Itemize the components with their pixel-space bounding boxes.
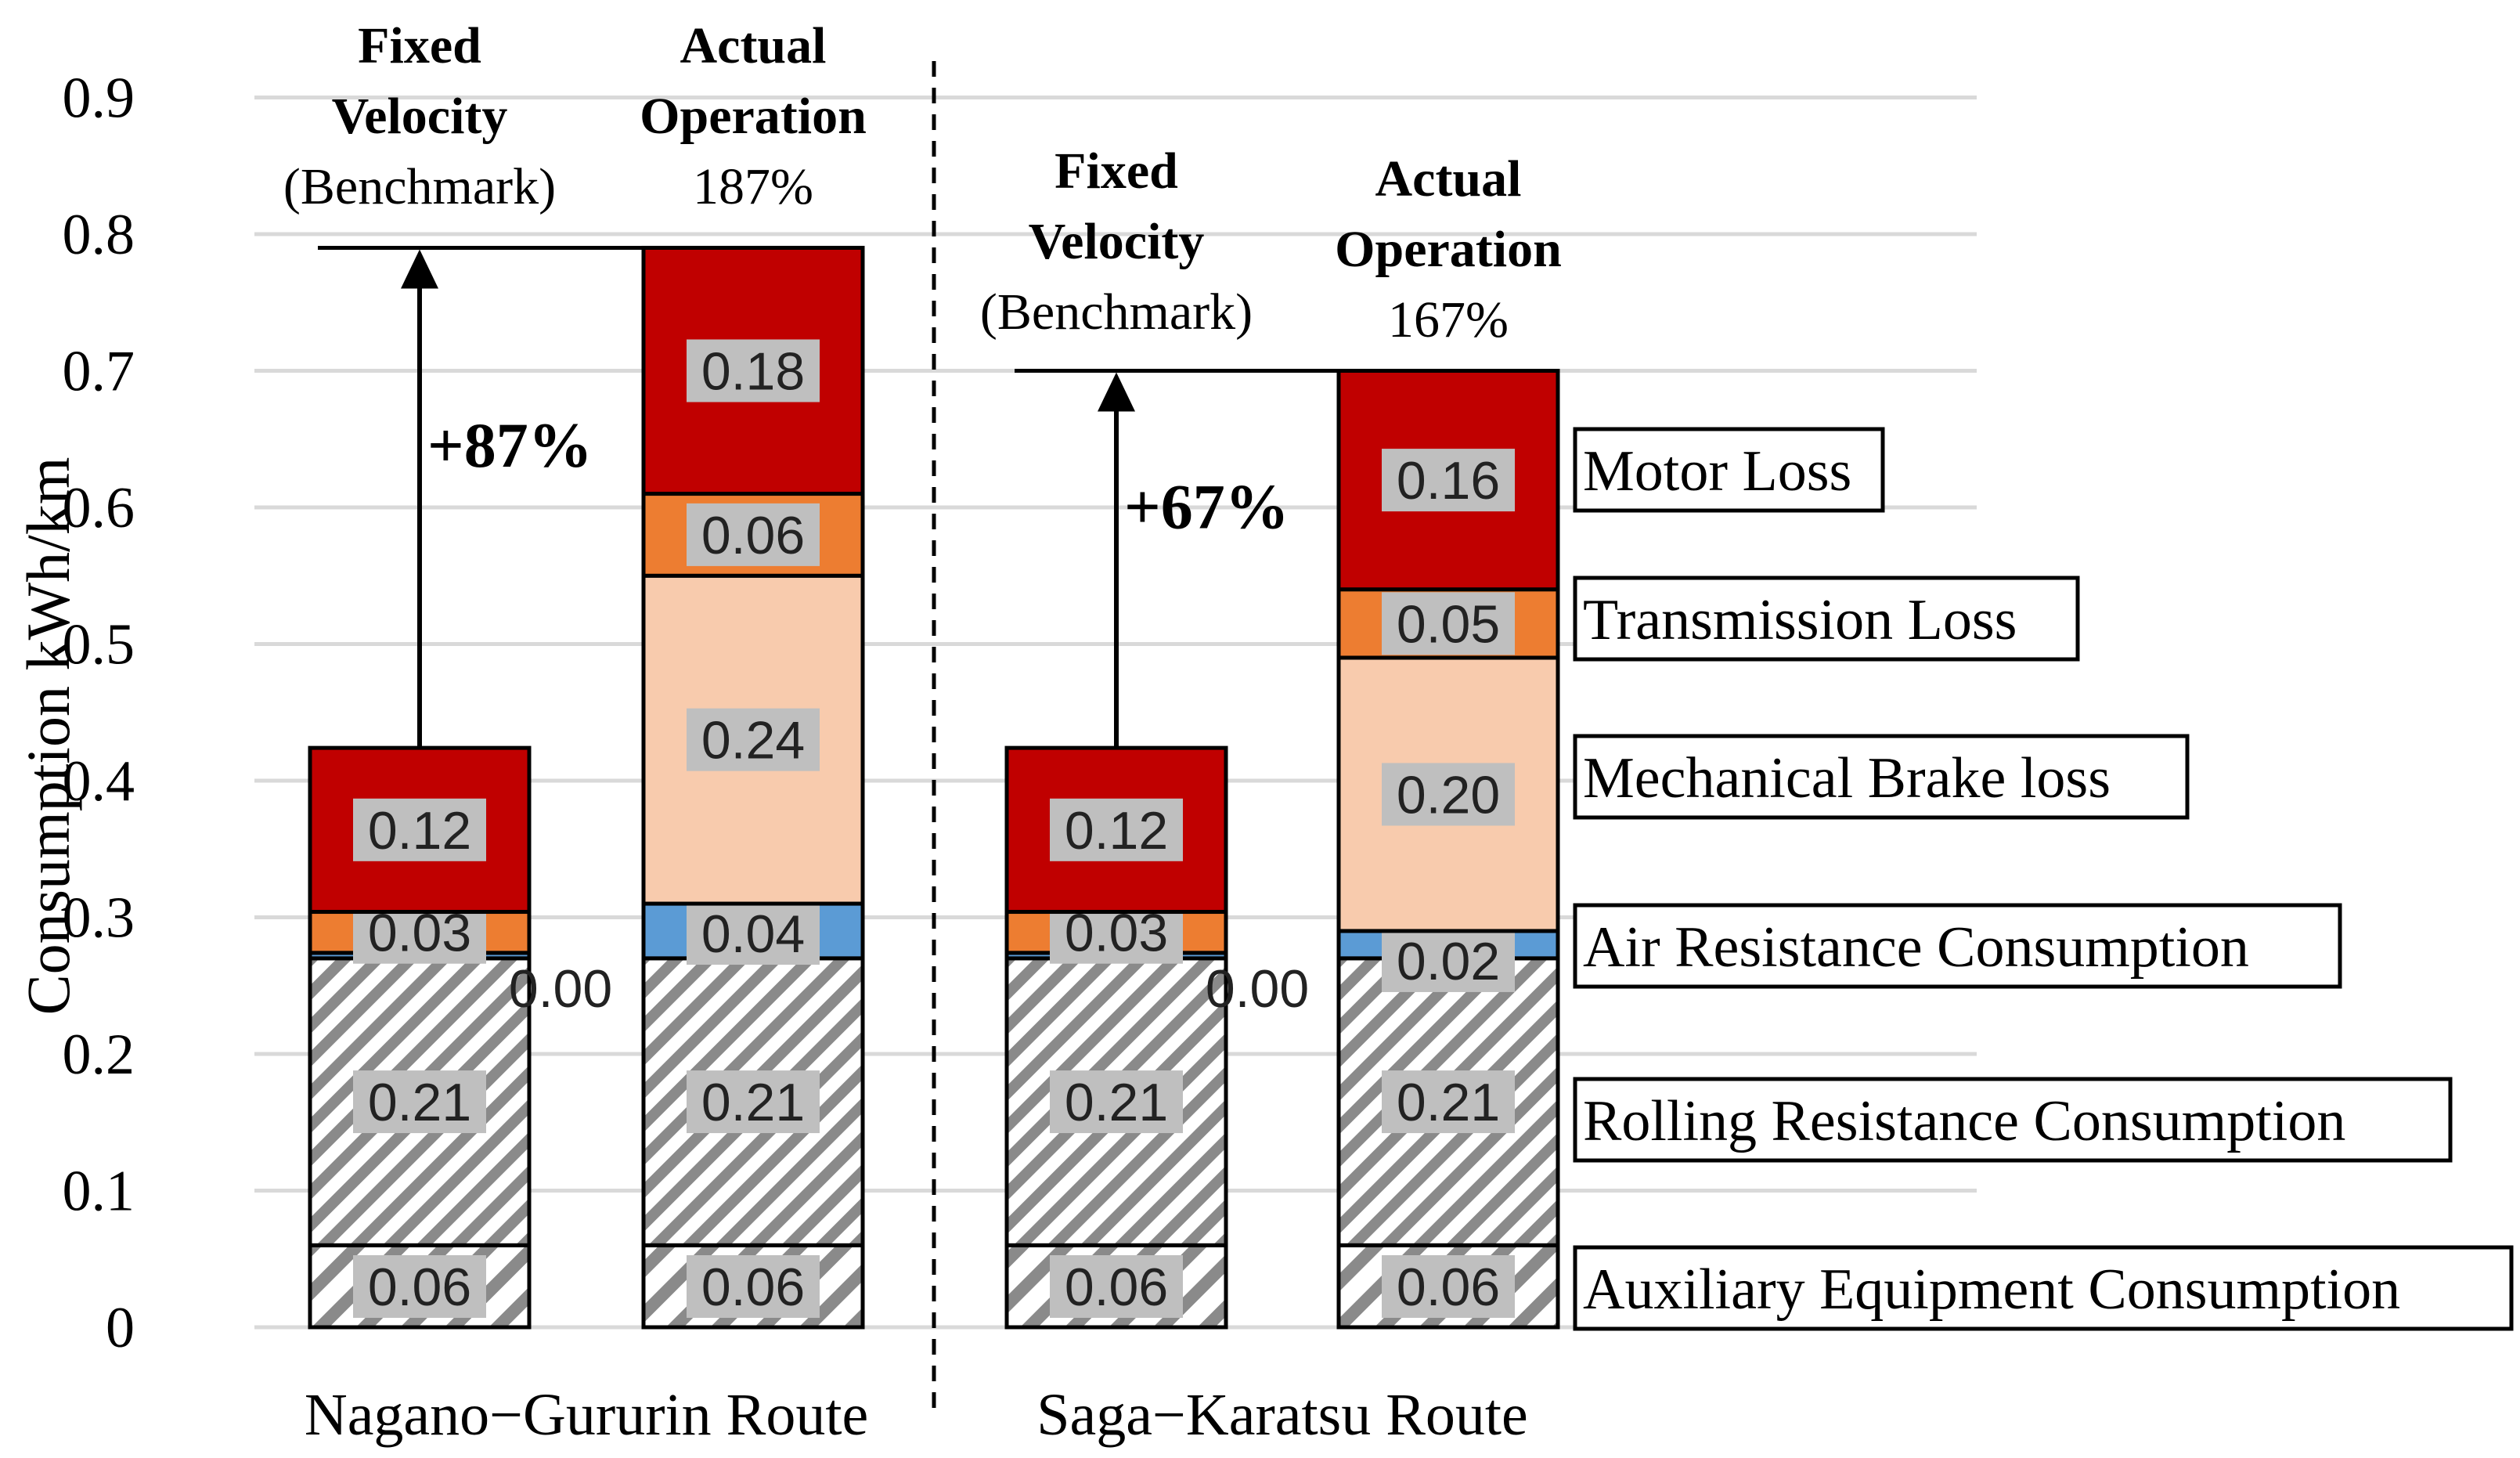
y-tick-label: 0.8 bbox=[63, 203, 135, 267]
legend-label-transmission: Transmission Loss bbox=[1583, 588, 2017, 652]
data-label-air: 0.00 bbox=[1206, 959, 1309, 1019]
increase-arrowhead bbox=[401, 249, 438, 289]
data-label-box bbox=[687, 1255, 820, 1318]
legend-box bbox=[1573, 734, 2190, 820]
y-tick-label: 0.6 bbox=[63, 476, 135, 540]
legend-label-motor: Motor Loss bbox=[1583, 439, 1851, 503]
data-label-box bbox=[1382, 1070, 1515, 1134]
data-label-brake: 0.20 bbox=[1397, 765, 1500, 825]
data-label-motor: 0.16 bbox=[1397, 451, 1500, 511]
data-label-box bbox=[687, 1070, 820, 1134]
data-label-brake: 0.24 bbox=[701, 711, 805, 771]
legend-box bbox=[1573, 1245, 2514, 1331]
data-label-motor: 0.12 bbox=[368, 801, 471, 861]
data-label-box bbox=[1050, 1070, 1183, 1134]
data-label-motor: 0.12 bbox=[1065, 801, 1168, 861]
data-label-box bbox=[1382, 592, 1515, 655]
data-label-transmission: 0.06 bbox=[701, 506, 805, 565]
data-label-box bbox=[1382, 449, 1515, 512]
legend-label-air: Air Resistance Consumption bbox=[1583, 915, 2249, 980]
data-label-box bbox=[1050, 798, 1183, 861]
y-tick-label: 0.9 bbox=[63, 67, 135, 131]
legend-label-auxiliary: Auxiliary Equipment Consumption bbox=[1583, 1258, 2400, 1322]
x-category-label: Saga−Karatsu Route bbox=[1036, 1382, 1527, 1448]
x-category-label: Nagano−Gururin Route bbox=[305, 1382, 868, 1448]
data-label-box bbox=[1382, 929, 1515, 992]
bar-header-line2: Velocity bbox=[332, 88, 508, 145]
data-label-air: 0.00 bbox=[509, 959, 612, 1019]
data-label-box bbox=[687, 339, 820, 402]
bar-header-percent: 167% bbox=[1388, 291, 1509, 348]
legend: Motor Loss Transmission Loss Mechanical Br… bbox=[1573, 427, 2514, 1331]
bar-segment-rolling bbox=[1336, 956, 1560, 1247]
data-label-rolling: 0.21 bbox=[1065, 1073, 1168, 1132]
data-label-rolling: 0.21 bbox=[1397, 1073, 1500, 1132]
data-label-box bbox=[687, 902, 820, 965]
y-tick-label: 0.4 bbox=[63, 749, 135, 814]
data-label-box bbox=[353, 1070, 486, 1134]
y-tick-label: 0.2 bbox=[63, 1023, 135, 1087]
y-tick-label: 0.3 bbox=[63, 886, 135, 951]
data-label-air: 0.04 bbox=[701, 904, 805, 964]
y-tick-label: 0.1 bbox=[63, 1160, 135, 1224]
data-label-rolling: 0.21 bbox=[368, 1073, 471, 1132]
data-label-box bbox=[687, 708, 820, 771]
bar-header-benchmark: (Benchmark) bbox=[283, 158, 556, 215]
data-label-auxiliary: 0.06 bbox=[1065, 1258, 1168, 1317]
annotations: Fixed Velocity (Benchmark) Actual Operation 1… bbox=[283, 17, 1562, 1448]
data-label-box bbox=[1050, 1255, 1183, 1318]
legend-box bbox=[1573, 1077, 2453, 1163]
data-label-auxiliary: 0.06 bbox=[368, 1258, 471, 1317]
bar-header-line1: Fixed bbox=[358, 17, 481, 74]
legend-box bbox=[1573, 427, 1885, 513]
data-label-auxiliary: 0.06 bbox=[701, 1258, 805, 1317]
bar-header-line2: Operation bbox=[640, 88, 867, 145]
bar-header-line2: Velocity bbox=[1029, 213, 1205, 270]
legend-label-brake: Mechanical Brake loss bbox=[1583, 746, 2111, 810]
bar-header-line1: Fixed bbox=[1055, 143, 1178, 200]
bar-header-benchmark: (Benchmark) bbox=[980, 283, 1253, 341]
bars: 0.060.210.000.030.120.060.210.040.240.06… bbox=[308, 61, 1560, 1409]
legend-box bbox=[1573, 903, 2342, 989]
data-label-motor: 0.18 bbox=[701, 342, 805, 402]
increase-label: +67% bbox=[1124, 471, 1289, 542]
bar-header-line2: Operation bbox=[1335, 221, 1562, 278]
bar-header-percent: 187% bbox=[693, 158, 813, 215]
data-label-box bbox=[1382, 763, 1515, 826]
y-axis: 0 0.1 0.2 0.3 0.4 0.5 0.6 0.7 0.8 0.9 Consumption … bbox=[14, 67, 135, 1361]
data-label-air: 0.02 bbox=[1397, 932, 1500, 991]
y-axis-title: Consumption kWh/km bbox=[14, 457, 82, 1016]
data-label-transmission: 0.05 bbox=[1397, 594, 1500, 654]
bar-header-line1: Actual bbox=[680, 17, 827, 74]
bar-header-line1: Actual bbox=[1375, 150, 1522, 208]
legend-label-rolling: Rolling Resistance Consumption bbox=[1583, 1089, 2345, 1153]
data-label-box bbox=[687, 503, 820, 566]
increase-label: +87% bbox=[427, 410, 593, 481]
increase-arrowhead bbox=[1098, 372, 1135, 412]
data-label-auxiliary: 0.06 bbox=[1397, 1258, 1500, 1317]
data-label-box bbox=[353, 798, 486, 861]
legend-box bbox=[1573, 576, 2080, 662]
y-tick-label: 0.7 bbox=[63, 340, 135, 404]
data-label-box bbox=[1382, 1255, 1515, 1318]
data-label-rolling: 0.21 bbox=[701, 1073, 805, 1132]
y-tick-label: 0.5 bbox=[63, 613, 135, 677]
y-tick-label: 0 bbox=[106, 1296, 135, 1360]
data-label-box bbox=[353, 1255, 486, 1318]
